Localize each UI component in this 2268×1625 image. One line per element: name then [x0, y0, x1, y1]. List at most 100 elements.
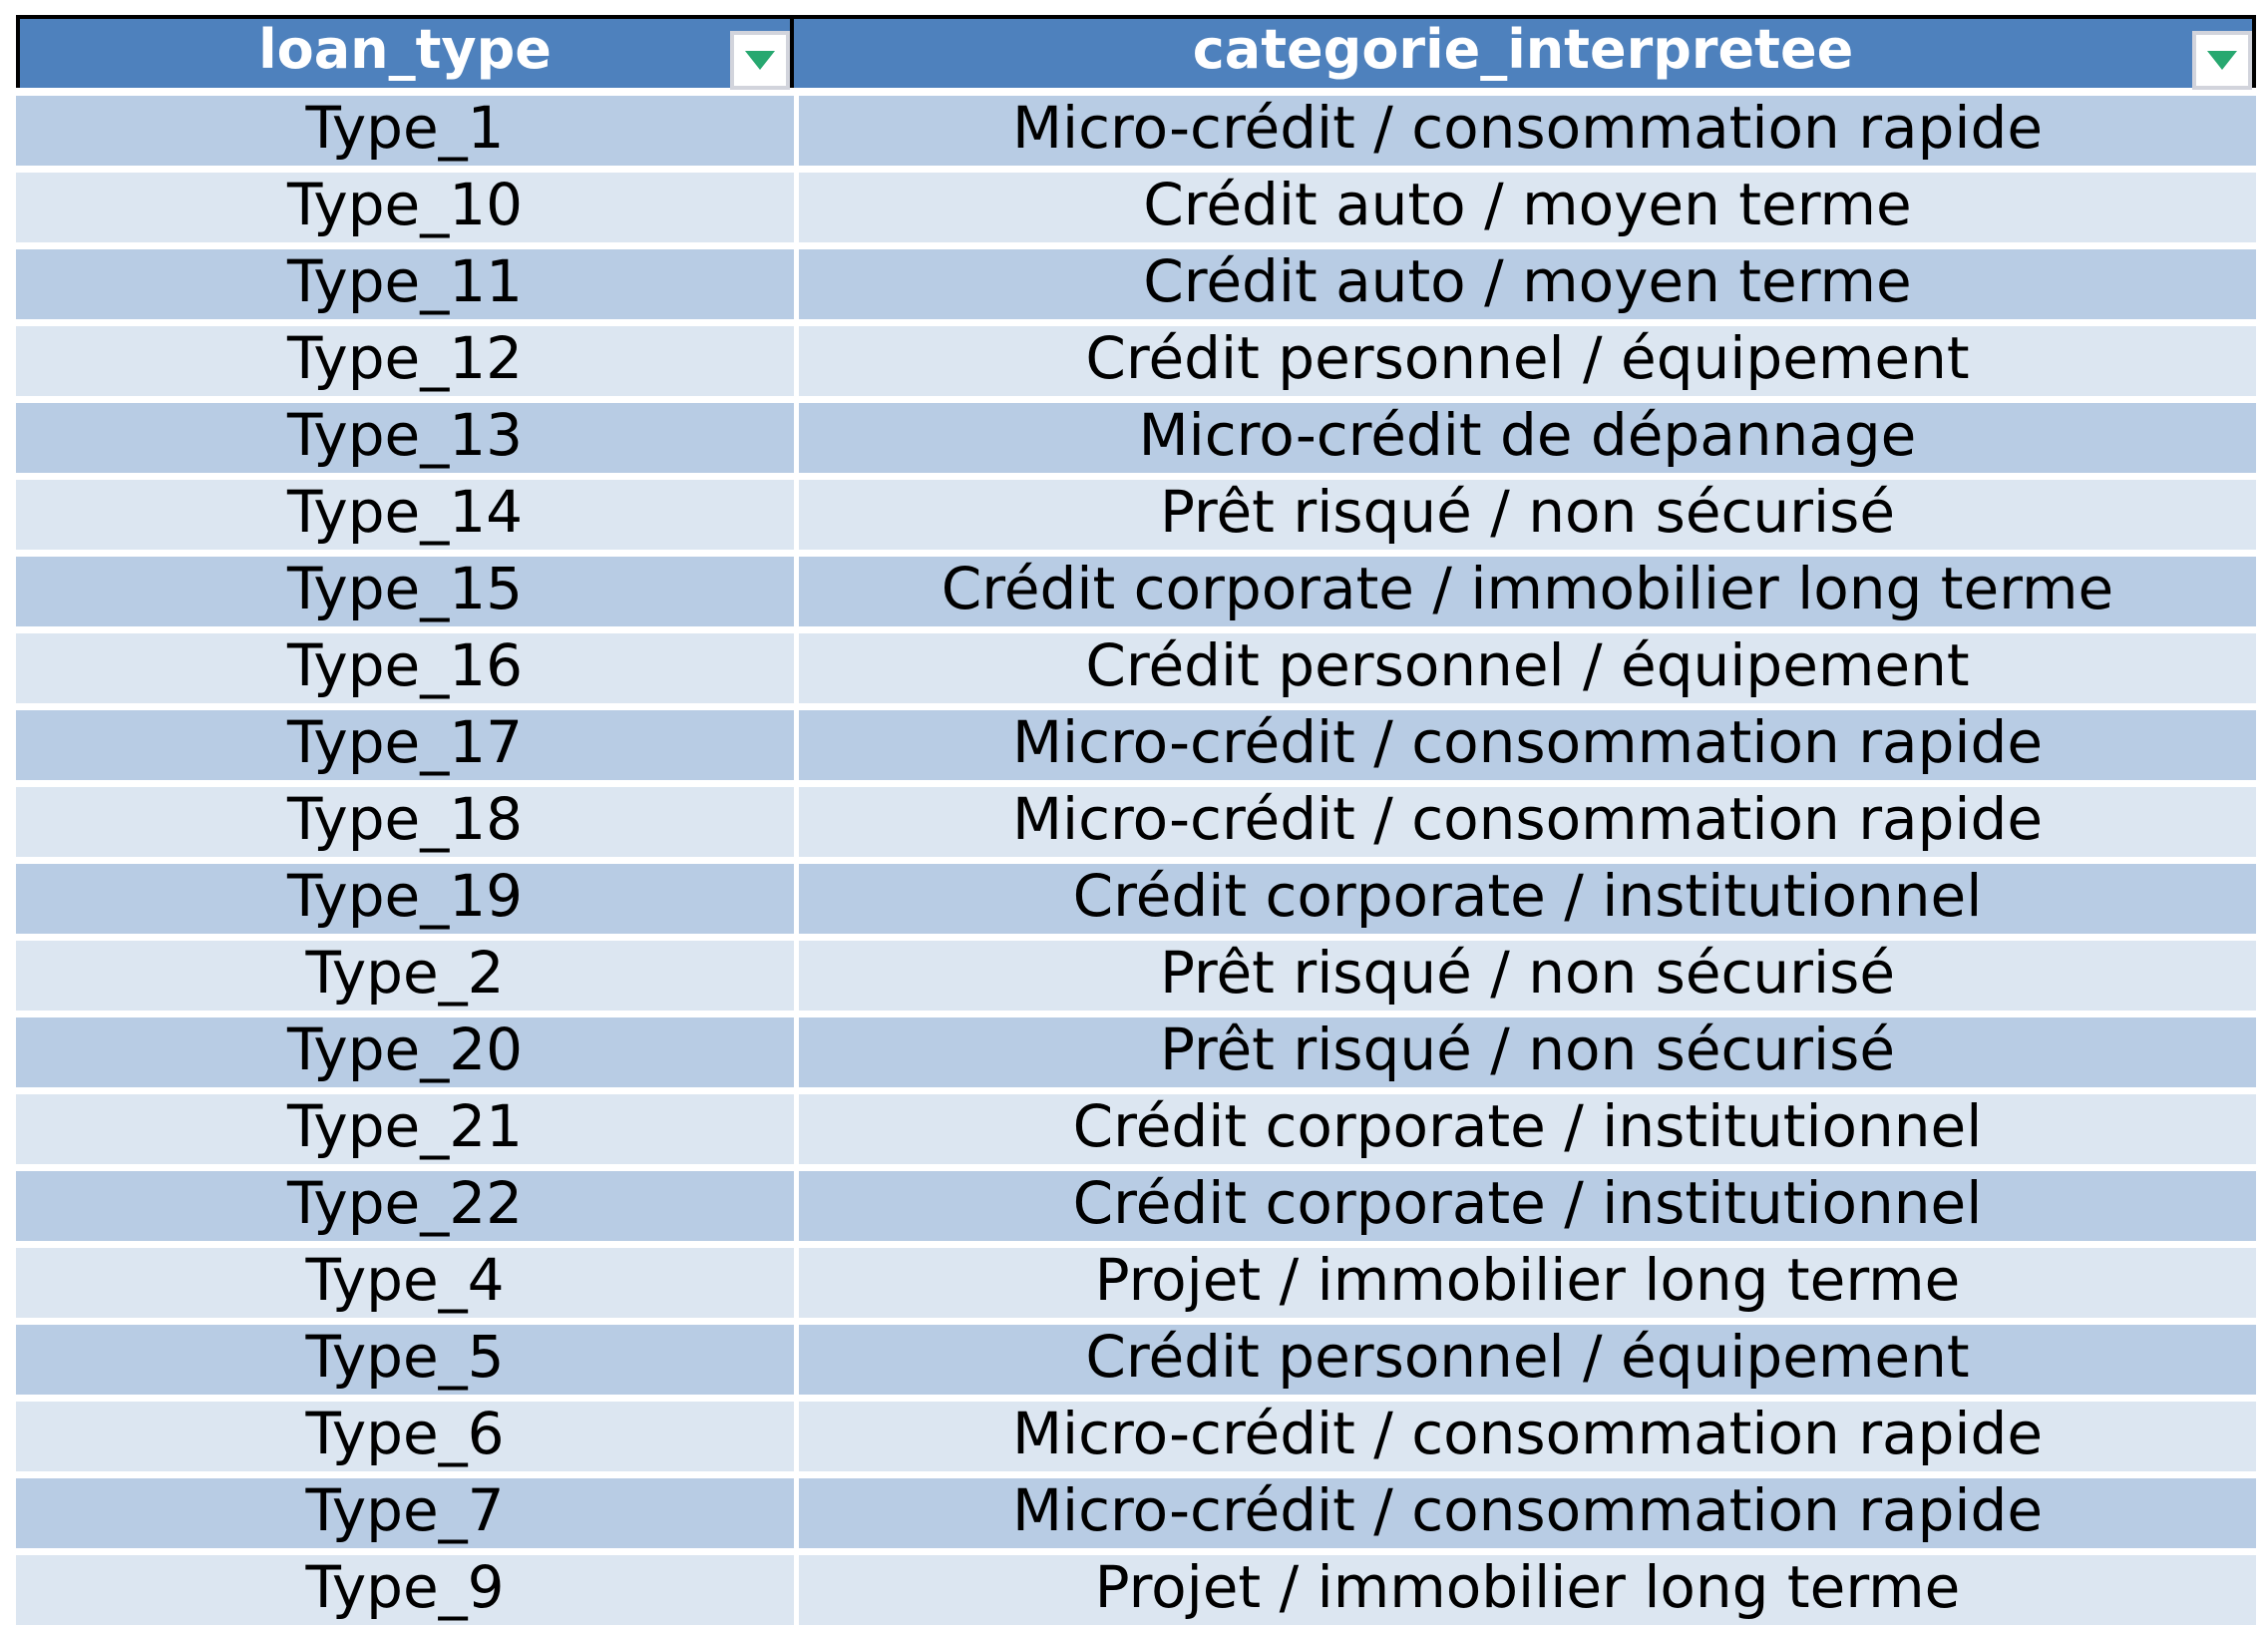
cell-categorie-interpretee-value: Crédit auto / moyen terme — [1143, 249, 1912, 315]
cell-categorie-interpretee[interactable]: Crédit auto / moyen terme — [799, 173, 2256, 242]
cell-loan-type-value: Type_21 — [286, 1094, 524, 1160]
cell-loan-type-value: Type_22 — [286, 1171, 524, 1237]
cell-categorie-interpretee-value: Crédit corporate / institutionnel — [1072, 1094, 1983, 1160]
header-loan-type-label: loan_type — [258, 17, 552, 81]
cell-loan-type[interactable]: Type_6 — [16, 1402, 794, 1471]
cell-loan-type-value: Type_16 — [286, 633, 524, 699]
cell-loan-type[interactable]: Type_17 — [16, 710, 794, 780]
cell-loan-type[interactable]: Type_19 — [16, 864, 794, 934]
cell-loan-type-value: Type_2 — [305, 941, 505, 1007]
cell-loan-type[interactable]: Type_16 — [16, 633, 794, 703]
cell-categorie-interpretee-value: Prêt risqué / non sécurisé — [1159, 941, 1896, 1007]
cell-loan-type[interactable]: Type_13 — [16, 403, 794, 473]
table-row: Type_20 Prêt risqué / non sécurisé — [16, 1017, 2256, 1087]
header-cell-loan-type[interactable]: loan_type — [20, 17, 794, 90]
table-row: Type_21 Crédit corporate / institutionnel — [16, 1094, 2256, 1164]
cell-categorie-interpretee[interactable]: Micro-crédit / consommation rapide — [799, 96, 2256, 166]
cell-categorie-interpretee-value: Micro-crédit / consommation rapide — [1011, 1402, 2044, 1467]
cell-loan-type-value: Type_6 — [305, 1402, 505, 1467]
cell-loan-type[interactable]: Type_7 — [16, 1478, 794, 1548]
table-row: Type_22 Crédit corporate / institutionnel — [16, 1171, 2256, 1241]
cell-loan-type-value: Type_13 — [286, 403, 524, 469]
cell-loan-type[interactable]: Type_1 — [16, 96, 794, 166]
cell-loan-type[interactable]: Type_12 — [16, 326, 794, 396]
cell-loan-type[interactable]: Type_20 — [16, 1017, 794, 1087]
cell-categorie-interpretee-value: Crédit corporate / immobilier long terme — [941, 557, 2114, 622]
cell-categorie-interpretee[interactable]: Crédit personnel / équipement — [799, 1325, 2256, 1395]
cell-categorie-interpretee[interactable]: Crédit auto / moyen terme — [799, 249, 2256, 319]
cell-categorie-interpretee-value: Micro-crédit / consommation rapide — [1011, 96, 2044, 162]
cell-categorie-interpretee[interactable]: Crédit corporate / institutionnel — [799, 864, 2256, 934]
cell-categorie-interpretee-value: Crédit corporate / institutionnel — [1072, 1171, 1983, 1237]
cell-categorie-interpretee[interactable]: Prêt risqué / non sécurisé — [799, 480, 2256, 550]
cell-loan-type-value: Type_20 — [286, 1017, 524, 1083]
cell-categorie-interpretee-value: Projet / immobilier long terme — [1094, 1555, 1961, 1621]
cell-categorie-interpretee-value: Micro-crédit / consommation rapide — [1011, 710, 2044, 776]
table-header-row: loan_type categorie_interpretee — [16, 15, 2256, 90]
cell-loan-type[interactable]: Type_2 — [16, 941, 794, 1011]
cell-categorie-interpretee[interactable]: Prêt risqué / non sécurisé — [799, 941, 2256, 1011]
table-row: Type_13 Micro-crédit de dépannage — [16, 403, 2256, 473]
cell-loan-type-value: Type_5 — [305, 1325, 505, 1391]
cell-loan-type-value: Type_18 — [286, 787, 524, 853]
table-row: Type_17 Micro-crédit / consommation rapid… — [16, 710, 2256, 780]
cell-categorie-interpretee-value: Micro-crédit / consommation rapide — [1011, 1478, 2044, 1544]
table-body: Type_1 Micro-crédit / consommation rapide… — [16, 96, 2256, 1625]
filter-dropdown-icon — [745, 51, 775, 70]
table-row: Type_10 Crédit auto / moyen terme — [16, 173, 2256, 242]
cell-loan-type-value: Type_12 — [286, 326, 524, 392]
cell-categorie-interpretee-value: Crédit corporate / institutionnel — [1072, 864, 1983, 930]
cell-categorie-interpretee[interactable]: Micro-crédit / consommation rapide — [799, 710, 2256, 780]
cell-loan-type-value: Type_9 — [305, 1555, 505, 1621]
cell-categorie-interpretee-value: Prêt risqué / non sécurisé — [1159, 1017, 1896, 1083]
header-categorie-interpretee-label: categorie_interpretee — [1192, 17, 1854, 81]
table-row: Type_18 Micro-crédit / consommation rapid… — [16, 787, 2256, 857]
table-row: Type_6 Micro-crédit / consommation rapide — [16, 1402, 2256, 1471]
cell-categorie-interpretee[interactable]: Micro-crédit / consommation rapide — [799, 787, 2256, 857]
cell-categorie-interpretee-value: Micro-crédit / consommation rapide — [1011, 787, 2044, 853]
cell-loan-type[interactable]: Type_11 — [16, 249, 794, 319]
loan-type-filter-button[interactable] — [730, 31, 790, 90]
spreadsheet-table: loan_type categorie_interpretee Type_1 Mi… — [16, 15, 2256, 1625]
cell-categorie-interpretee[interactable]: Crédit corporate / institutionnel — [799, 1094, 2256, 1164]
table-row: Type_7 Micro-crédit / consommation rapide — [16, 1478, 2256, 1548]
cell-categorie-interpretee[interactable]: Micro-crédit de dépannage — [799, 403, 2256, 473]
table-row: Type_14 Prêt risqué / non sécurisé — [16, 480, 2256, 550]
cell-categorie-interpretee[interactable]: Prêt risqué / non sécurisé — [799, 1017, 2256, 1087]
cell-loan-type-value: Type_4 — [305, 1248, 505, 1314]
categorie-interpretee-filter-button[interactable] — [2192, 31, 2252, 90]
cell-categorie-interpretee[interactable]: Crédit personnel / équipement — [799, 633, 2256, 703]
cell-categorie-interpretee[interactable]: Crédit corporate / immobilier long terme — [799, 557, 2256, 626]
cell-categorie-interpretee[interactable]: Crédit personnel / équipement — [799, 326, 2256, 396]
cell-categorie-interpretee[interactable]: Projet / immobilier long terme — [799, 1555, 2256, 1625]
cell-categorie-interpretee-value: Crédit personnel / équipement — [1085, 633, 1970, 699]
cell-categorie-interpretee-value: Prêt risqué / non sécurisé — [1159, 480, 1896, 546]
cell-loan-type[interactable]: Type_14 — [16, 480, 794, 550]
cell-loan-type[interactable]: Type_10 — [16, 173, 794, 242]
table-row: Type_2 Prêt risqué / non sécurisé — [16, 941, 2256, 1011]
cell-categorie-interpretee[interactable]: Micro-crédit / consommation rapide — [799, 1478, 2256, 1548]
cell-categorie-interpretee[interactable]: Projet / immobilier long terme — [799, 1248, 2256, 1318]
table-row: Type_15 Crédit corporate / immobilier lon… — [16, 557, 2256, 626]
table-row: Type_4 Projet / immobilier long terme — [16, 1248, 2256, 1318]
cell-loan-type[interactable]: Type_9 — [16, 1555, 794, 1625]
cell-loan-type-value: Type_17 — [286, 710, 524, 776]
cell-categorie-interpretee-value: Micro-crédit de dépannage — [1138, 403, 1917, 469]
cell-loan-type[interactable]: Type_15 — [16, 557, 794, 626]
cell-loan-type[interactable]: Type_21 — [16, 1094, 794, 1164]
cell-categorie-interpretee-value: Crédit personnel / équipement — [1085, 326, 1970, 392]
cell-categorie-interpretee-value: Projet / immobilier long terme — [1094, 1248, 1961, 1314]
table-row: Type_5 Crédit personnel / équipement — [16, 1325, 2256, 1395]
cell-loan-type[interactable]: Type_4 — [16, 1248, 794, 1318]
table-row: Type_19 Crédit corporate / institutionnel — [16, 864, 2256, 934]
cell-loan-type[interactable]: Type_22 — [16, 1171, 794, 1241]
cell-categorie-interpretee-value: Crédit personnel / équipement — [1085, 1325, 1970, 1391]
cell-categorie-interpretee[interactable]: Crédit corporate / institutionnel — [799, 1171, 2256, 1241]
header-cell-categorie-interpretee[interactable]: categorie_interpretee — [794, 17, 2252, 90]
cell-categorie-interpretee-value: Crédit auto / moyen terme — [1143, 173, 1912, 238]
cell-categorie-interpretee[interactable]: Micro-crédit / consommation rapide — [799, 1402, 2256, 1471]
cell-loan-type-value: Type_1 — [305, 96, 505, 162]
table-row: Type_1 Micro-crédit / consommation rapide — [16, 96, 2256, 166]
cell-loan-type[interactable]: Type_5 — [16, 1325, 794, 1395]
cell-loan-type[interactable]: Type_18 — [16, 787, 794, 857]
